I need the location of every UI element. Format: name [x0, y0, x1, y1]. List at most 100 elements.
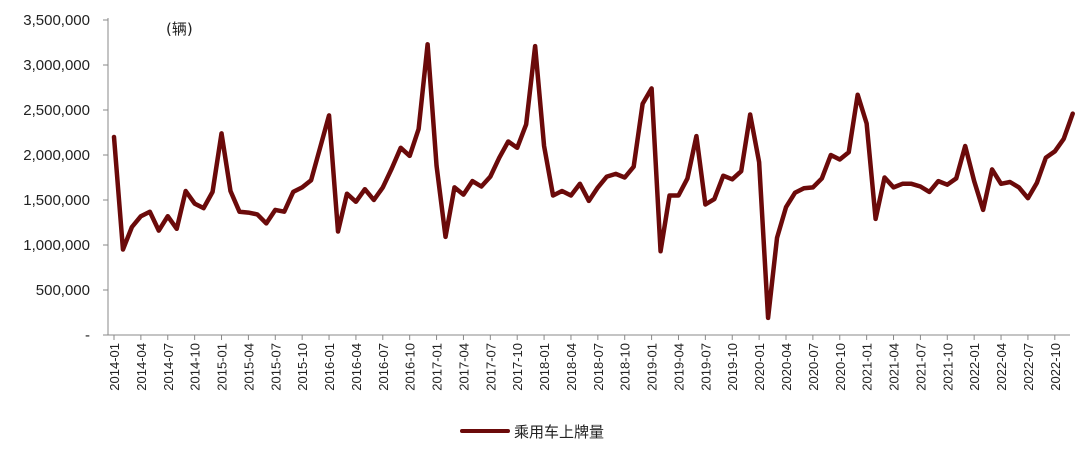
- data-point: [318, 146, 322, 150]
- data-point: [309, 178, 313, 182]
- data-point: [766, 316, 770, 320]
- x-tick-label: 2015-07: [268, 343, 283, 391]
- data-point: [900, 182, 904, 186]
- x-tick-label: 2020-07: [806, 343, 821, 391]
- x-tick-label: 2022-04: [994, 343, 1009, 391]
- data-point: [757, 160, 761, 164]
- data-point: [148, 210, 152, 214]
- x-tick-label: 2018-07: [591, 343, 606, 391]
- series-group: [111, 42, 1075, 321]
- x-tick-label: 2020-10: [833, 343, 848, 391]
- data-point: [587, 199, 591, 203]
- data-point: [730, 177, 734, 181]
- data-point: [694, 134, 698, 138]
- x-tick-label: 2020-01: [752, 343, 767, 391]
- data-point: [847, 150, 851, 154]
- data-point: [479, 184, 483, 188]
- x-tick-label: 2014-01: [107, 343, 122, 391]
- data-point: [291, 190, 295, 194]
- data-point: [775, 236, 779, 240]
- data-point: [1026, 196, 1030, 200]
- data-point: [452, 185, 456, 189]
- data-point: [658, 249, 662, 253]
- data-point: [183, 189, 187, 193]
- y-tick-label: 500,000: [36, 282, 90, 299]
- data-point: [434, 164, 438, 168]
- x-tick-label: 2017-04: [456, 343, 471, 391]
- data-point: [640, 102, 644, 106]
- data-point: [166, 214, 170, 218]
- data-point: [282, 210, 286, 214]
- data-point: [551, 193, 555, 197]
- data-point: [363, 187, 367, 191]
- data-point: [300, 185, 304, 189]
- data-point: [407, 154, 411, 158]
- x-tick-label: 2021-04: [887, 343, 902, 391]
- data-point: [327, 113, 331, 117]
- x-tick-label: 2019-04: [671, 343, 686, 391]
- x-tick-label: 2021-07: [913, 343, 928, 391]
- data-point: [246, 210, 250, 214]
- data-point: [614, 172, 618, 176]
- data-point: [1053, 149, 1057, 153]
- data-point: [273, 208, 277, 212]
- data-point: [157, 228, 161, 232]
- x-tick-label: 2018-01: [537, 343, 552, 391]
- y-tick-label: 1,500,000: [23, 192, 90, 209]
- x-tick-label: 2019-07: [698, 343, 713, 391]
- data-point: [954, 176, 958, 180]
- data-point: [829, 153, 833, 157]
- data-point: [470, 179, 474, 183]
- data-point: [443, 235, 447, 239]
- data-point: [237, 210, 241, 214]
- series-line: [111, 42, 1075, 321]
- data-point: [1044, 156, 1048, 160]
- data-point: [488, 174, 492, 178]
- data-point: [703, 202, 707, 206]
- data-point: [515, 146, 519, 150]
- x-tick-label: 2022-10: [1048, 343, 1063, 391]
- x-tick-label: 2022-01: [967, 343, 982, 391]
- x-tick-label: 2017-01: [430, 343, 445, 391]
- x-tick-label: 2020-04: [779, 343, 794, 391]
- data-point: [864, 121, 868, 125]
- data-point: [721, 174, 725, 178]
- data-point: [461, 192, 465, 196]
- data-point: [264, 221, 268, 225]
- data-point: [228, 189, 232, 193]
- x-tick-label: 2016-07: [376, 343, 391, 391]
- data-point: [793, 191, 797, 195]
- x-tick-label: 2022-07: [1021, 343, 1036, 391]
- x-tick-label: 2015-10: [295, 343, 310, 391]
- data-point: [667, 193, 671, 197]
- data-point: [990, 167, 994, 171]
- data-point: [802, 186, 806, 190]
- data-point: [748, 112, 752, 116]
- data-point: [130, 225, 134, 229]
- x-tick-label: 2014-10: [188, 343, 203, 391]
- data-point: [999, 182, 1003, 186]
- data-point: [972, 179, 976, 183]
- x-tick-label: 2014-04: [134, 343, 149, 391]
- x-tick-label: 2019-01: [645, 343, 660, 391]
- data-point: [578, 182, 582, 186]
- data-point: [891, 185, 895, 189]
- data-point: [623, 175, 627, 179]
- x-tick-label: 2017-10: [510, 343, 525, 391]
- data-point: [560, 189, 564, 193]
- data-point: [1017, 185, 1021, 189]
- data-point: [112, 135, 116, 139]
- data-point: [712, 197, 716, 201]
- data-point: [139, 214, 143, 218]
- data-point: [963, 144, 967, 148]
- x-tick-label: 2017-07: [483, 343, 498, 391]
- data-point: [381, 185, 385, 189]
- data-point: [685, 176, 689, 180]
- data-point: [873, 217, 877, 221]
- data-point: [945, 183, 949, 187]
- data-point: [175, 227, 179, 231]
- y-tick-label: -: [85, 327, 90, 344]
- data-point: [605, 174, 609, 178]
